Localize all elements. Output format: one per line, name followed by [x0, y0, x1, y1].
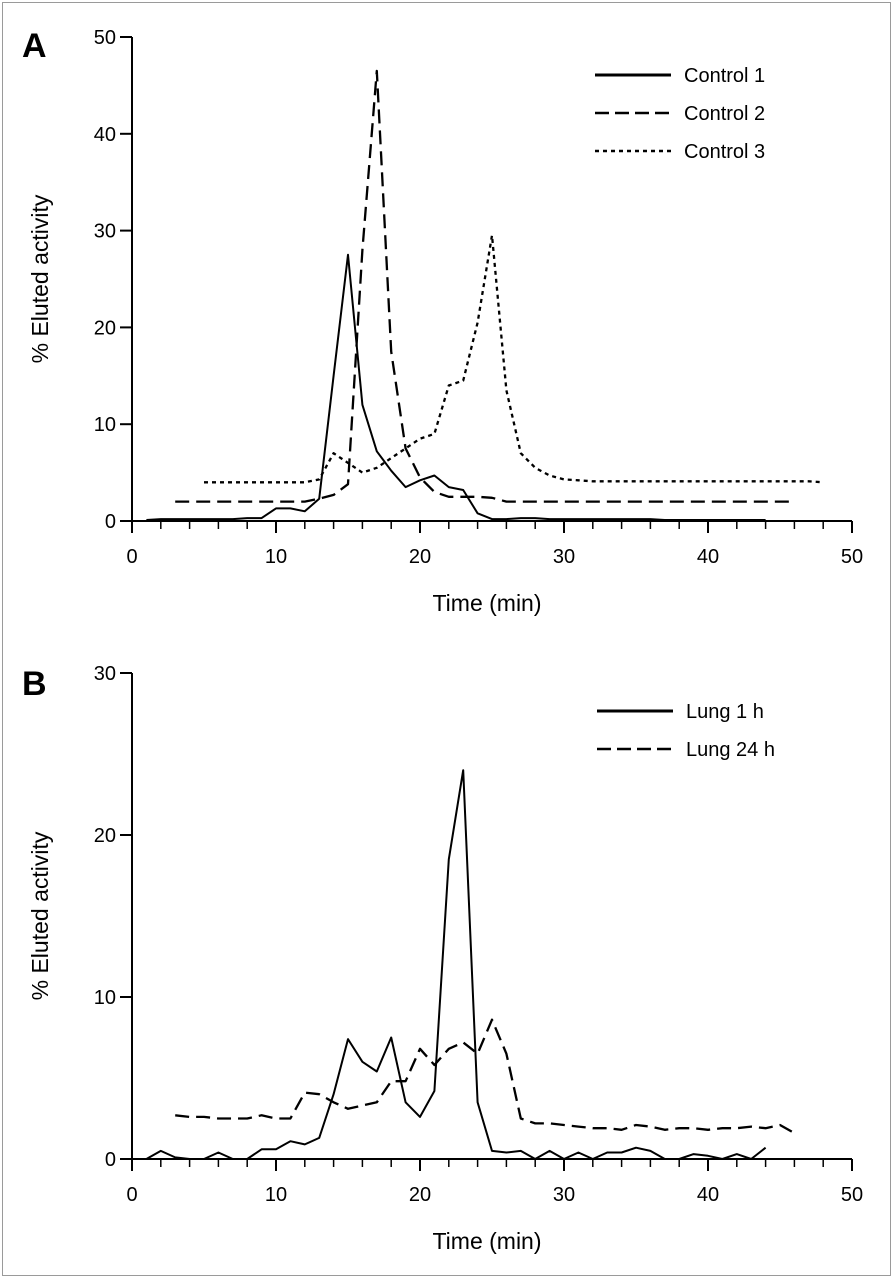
- x-tick-label: 0: [126, 546, 137, 568]
- panel-letter: A: [22, 27, 47, 65]
- legend-label: Lung 1 h: [686, 701, 764, 723]
- y-tick-label: 0: [105, 511, 116, 533]
- y-tick-label: 10: [94, 987, 116, 1009]
- legend-label: Control 1: [684, 65, 765, 87]
- series-line-lung-24-h: [175, 1018, 795, 1135]
- y-axis-label: % Eluted activity: [27, 194, 53, 363]
- y-tick-label: 30: [94, 221, 116, 243]
- y-tick-label: 50: [94, 27, 116, 49]
- x-tick-label: 40: [697, 546, 719, 568]
- y-tick-label: 0: [105, 1149, 116, 1171]
- x-tick-label: 30: [553, 1184, 575, 1206]
- y-axis-label: % Eluted activity: [27, 831, 53, 1000]
- legend-label: Control 3: [684, 141, 765, 163]
- y-tick-label: 10: [94, 414, 116, 436]
- x-tick-label: 30: [553, 546, 575, 568]
- y-tick-label: 20: [94, 317, 116, 339]
- x-tick-label: 20: [409, 546, 431, 568]
- series-line-control-3: [204, 234, 824, 484]
- series-line-control-1: [146, 253, 766, 521]
- panel-b: B 0 10 20 30 40 50 0 10 20 30 Time (min) % Eluted ac…: [22, 663, 863, 1254]
- x-tick-label: 50: [841, 546, 863, 568]
- x-tick-label: 10: [265, 1184, 287, 1206]
- series-line-control-2: [175, 69, 795, 503]
- panel-letter: B: [22, 665, 47, 703]
- x-tick-label: 10: [265, 546, 287, 568]
- series-line-lung-1-h: [145, 769, 767, 1160]
- x-tick-label: 50: [841, 1184, 863, 1206]
- y-tick-label: 30: [94, 663, 116, 685]
- legend-label: Lung 24 h: [686, 739, 775, 761]
- legend-label: Control 2: [684, 103, 765, 125]
- x-axis-label: Time (min): [432, 1228, 541, 1254]
- y-tick-label: 40: [94, 124, 116, 146]
- x-tick-label: 0: [126, 1184, 137, 1206]
- y-tick-label: 20: [94, 825, 116, 847]
- panel-a: A 0 10 20 30 40 50 0 10 20 30 40 50 Time (min) % Elute…: [22, 27, 863, 616]
- x-tick-label: 20: [409, 1184, 431, 1206]
- x-tick-label: 40: [697, 1184, 719, 1206]
- x-axis-label: Time (min): [432, 590, 541, 616]
